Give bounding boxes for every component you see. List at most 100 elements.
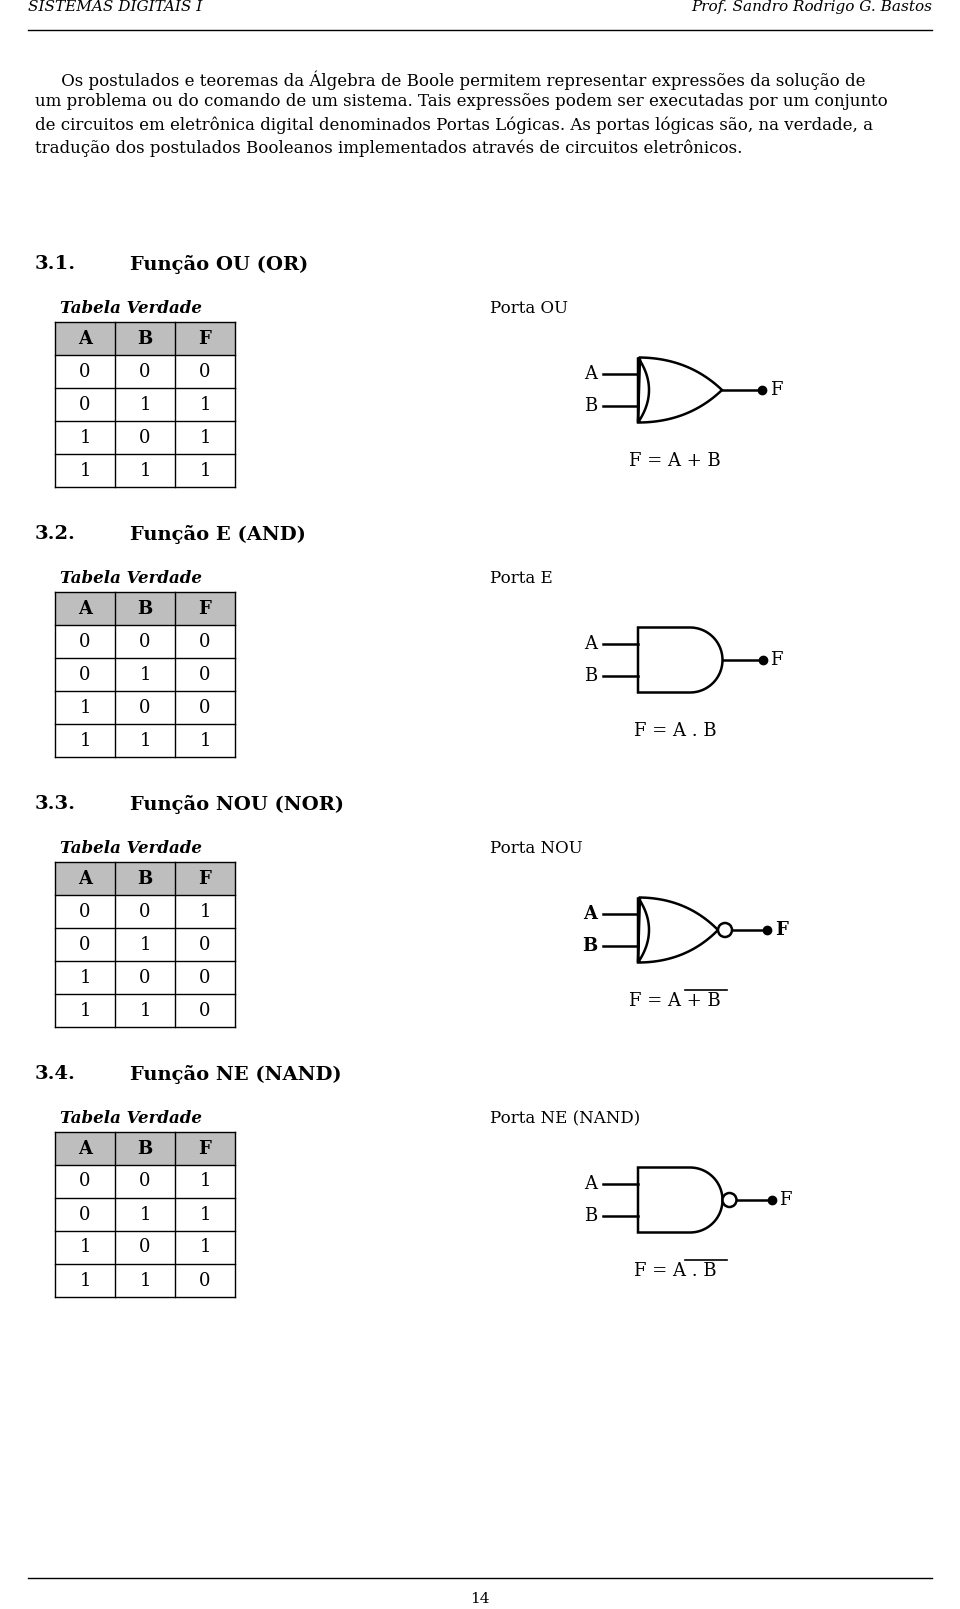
Text: 0: 0	[200, 362, 211, 380]
Text: 0: 0	[139, 632, 151, 650]
Text: 1: 1	[200, 903, 211, 920]
Text: 0: 0	[80, 396, 91, 414]
Text: F: F	[775, 920, 788, 940]
Text: 1: 1	[200, 732, 211, 750]
Text: tradução dos postulados Booleanos implementados através de circuitos eletrônicos: tradução dos postulados Booleanos implem…	[35, 138, 742, 156]
Text: Tabela Verdade: Tabela Verdade	[60, 570, 202, 587]
Text: A: A	[584, 1176, 597, 1194]
Text: B: B	[584, 1207, 597, 1224]
Text: 3.1.: 3.1.	[35, 254, 76, 274]
Text: um problema ou do comando de um sistema. Tais expressões podem ser executadas po: um problema ou do comando de um sistema.…	[35, 93, 888, 109]
Text: A: A	[78, 869, 92, 888]
Text: 0: 0	[80, 1205, 91, 1223]
Text: 0: 0	[139, 969, 151, 986]
Text: Porta OU: Porta OU	[490, 299, 568, 317]
Text: B: B	[584, 666, 597, 684]
Text: 1: 1	[200, 1205, 211, 1223]
Text: 1: 1	[200, 1173, 211, 1191]
Text: F: F	[770, 381, 782, 399]
Text: 1: 1	[80, 428, 91, 447]
Text: Função OU (OR): Função OU (OR)	[130, 254, 308, 274]
Text: 0: 0	[139, 903, 151, 920]
Text: 0: 0	[200, 935, 211, 954]
Text: 1: 1	[139, 1271, 151, 1289]
Text: 3.4.: 3.4.	[35, 1065, 76, 1083]
Text: 1: 1	[139, 732, 151, 750]
Text: 0: 0	[80, 1173, 91, 1191]
Text: Tabela Verdade: Tabela Verdade	[60, 299, 202, 317]
Text: F = A . B: F = A . B	[634, 1261, 716, 1281]
Bar	[55, 592, 235, 624]
Text: F: F	[199, 1139, 211, 1157]
Polygon shape	[638, 357, 722, 423]
Text: 1: 1	[80, 1239, 91, 1257]
Circle shape	[723, 1192, 736, 1207]
Polygon shape	[638, 628, 723, 692]
Text: 1: 1	[200, 1239, 211, 1257]
Text: A: A	[584, 636, 597, 653]
Text: 1: 1	[80, 1271, 91, 1289]
Polygon shape	[638, 1168, 723, 1232]
Text: Prof. Sandro Rodrigo G. Bastos: Prof. Sandro Rodrigo G. Bastos	[691, 0, 932, 14]
Text: B: B	[137, 600, 153, 618]
Text: A: A	[78, 1139, 92, 1157]
Text: B: B	[584, 396, 597, 415]
Text: 1: 1	[139, 1205, 151, 1223]
Text: Tabela Verdade: Tabela Verdade	[60, 840, 202, 858]
Text: F: F	[199, 330, 211, 348]
Text: 0: 0	[139, 1239, 151, 1257]
Text: B: B	[137, 869, 153, 888]
Polygon shape	[638, 898, 718, 962]
Text: Porta NE (NAND): Porta NE (NAND)	[490, 1110, 640, 1126]
Text: 1: 1	[139, 1001, 151, 1020]
Text: 1: 1	[200, 396, 211, 414]
Text: 0: 0	[200, 698, 211, 716]
Text: 0: 0	[200, 969, 211, 986]
Text: 0: 0	[200, 1271, 211, 1289]
Text: A: A	[584, 365, 597, 383]
Text: 1: 1	[80, 969, 91, 986]
Text: 0: 0	[139, 362, 151, 380]
Text: Tabela Verdade: Tabela Verdade	[60, 1110, 202, 1126]
Text: Porta E: Porta E	[490, 570, 553, 587]
Text: 3.3.: 3.3.	[35, 795, 76, 813]
Text: 0: 0	[200, 1001, 211, 1020]
Text: Função E (AND): Função E (AND)	[130, 525, 306, 544]
Text: Porta NOU: Porta NOU	[490, 840, 583, 858]
Text: B: B	[137, 330, 153, 348]
Circle shape	[718, 924, 732, 936]
Text: 0: 0	[80, 903, 91, 920]
Text: 0: 0	[80, 632, 91, 650]
Text: 3.2.: 3.2.	[35, 525, 76, 542]
Text: 0: 0	[80, 666, 91, 684]
Text: 0: 0	[200, 666, 211, 684]
Bar	[55, 322, 235, 356]
Text: Os postulados e teoremas da Álgebra de Boole permitem representar expressões da : Os postulados e teoremas da Álgebra de B…	[35, 71, 866, 90]
Text: Função NE (NAND): Função NE (NAND)	[130, 1065, 342, 1084]
Text: SISTEMAS DIGITAIS I: SISTEMAS DIGITAIS I	[28, 0, 203, 14]
Text: A: A	[78, 600, 92, 618]
Text: 0: 0	[139, 698, 151, 716]
Text: 0: 0	[139, 428, 151, 447]
Text: 0: 0	[200, 632, 211, 650]
Text: F: F	[199, 600, 211, 618]
Text: 1: 1	[80, 462, 91, 479]
Text: F = A + B: F = A + B	[629, 993, 721, 1010]
Text: 0: 0	[80, 935, 91, 954]
Text: 1: 1	[200, 462, 211, 479]
Text: F = A + B: F = A + B	[629, 452, 721, 470]
Text: 1: 1	[139, 462, 151, 479]
Text: A: A	[78, 330, 92, 348]
Text: F: F	[771, 652, 783, 669]
Text: A: A	[583, 906, 597, 924]
Text: 1: 1	[139, 935, 151, 954]
Text: 14: 14	[470, 1591, 490, 1606]
Text: 0: 0	[139, 1173, 151, 1191]
Text: F: F	[780, 1191, 792, 1208]
Text: B: B	[137, 1139, 153, 1157]
Text: 0: 0	[80, 362, 91, 380]
Text: 1: 1	[80, 732, 91, 750]
Text: Função NOU (NOR): Função NOU (NOR)	[130, 795, 344, 814]
Text: F: F	[199, 869, 211, 888]
Text: 1: 1	[139, 666, 151, 684]
